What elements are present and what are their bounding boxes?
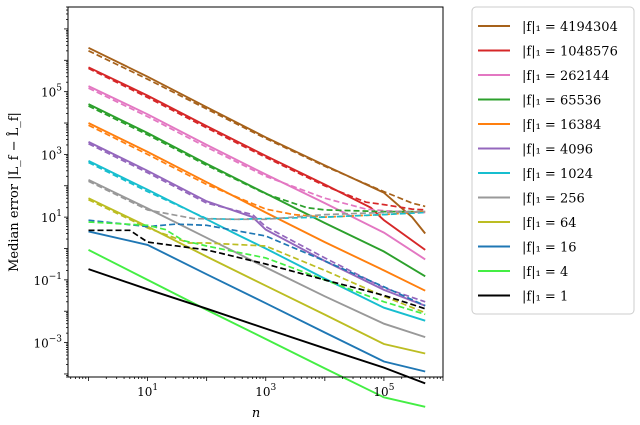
series-line-dashed-5 xyxy=(88,142,426,303)
legend-label-2: |f|₁ = 262144 xyxy=(522,69,610,84)
legend: |f|₁ = 4194304 |f|₁ = 1048576 |f|₁ = 26214… xyxy=(471,6,635,315)
legend-label-7: |f|₁ = 256 xyxy=(522,192,585,207)
legend-label-8: |f|₁ = 64 xyxy=(522,216,576,231)
series-line-dashed-4 xyxy=(88,124,426,218)
series-line-dashed-1 xyxy=(88,67,426,211)
legend-frame xyxy=(471,6,635,315)
y-axis: 10−3 10−1 101 103 105 xyxy=(33,6,68,378)
series-line-solid-1 xyxy=(88,66,426,251)
legend-label-11: |f|₁ = 1 xyxy=(522,290,568,305)
series-line-dashed-10 xyxy=(88,221,426,316)
x-axis: 101 103 105 xyxy=(70,377,444,399)
y-tick-label-0: 10−3 xyxy=(33,335,62,351)
y-tick-label-3: 103 xyxy=(41,146,62,162)
legend-label-3: |f|₁ = 65536 xyxy=(522,94,601,109)
series-line-solid-2 xyxy=(88,85,426,261)
legend-label-6: |f|₁ = 1024 xyxy=(522,167,593,182)
x-axis-title: n xyxy=(252,406,260,421)
series-line-dashed-6 xyxy=(88,161,426,221)
legend-label-0: |f|₁ = 4194304 xyxy=(522,20,618,35)
series-line-solid-7 xyxy=(88,178,426,339)
x-tick-label-0: 101 xyxy=(137,383,158,399)
legend-label-10: |f|₁ = 4 xyxy=(522,265,568,280)
legend-label-5: |f|₁ = 4096 xyxy=(522,143,593,158)
x-tick-label-2: 105 xyxy=(373,383,394,399)
y-tick-label-2: 101 xyxy=(41,209,62,225)
series-line-dashed-3 xyxy=(88,105,426,213)
legend-label-4: |f|₁ = 16384 xyxy=(522,118,601,133)
plot-background xyxy=(68,7,443,377)
series-line-solid-9 xyxy=(88,230,426,373)
series-line-solid-11 xyxy=(88,268,426,385)
series-line-solid-4 xyxy=(88,122,426,292)
series-line-solid-6 xyxy=(88,160,426,322)
x-tick-label-1: 103 xyxy=(255,383,276,399)
y-tick-label-1: 10−1 xyxy=(33,272,62,288)
y-axis-title: Median error |L_f − L̂_f| xyxy=(6,112,22,272)
series-line-solid-5 xyxy=(88,141,426,307)
series-line-solid-3 xyxy=(88,103,426,278)
series-line-dashed-2 xyxy=(88,87,426,214)
series-line-solid-10 xyxy=(88,249,426,408)
plot-frame xyxy=(67,6,444,378)
legend-label-9: |f|₁ = 16 xyxy=(522,241,576,256)
series-layer xyxy=(88,46,426,408)
series-line-dashed-7 xyxy=(88,180,426,221)
y-tick-label-4: 105 xyxy=(41,84,62,100)
legend-label-1: |f|₁ = 1048576 xyxy=(522,45,618,60)
